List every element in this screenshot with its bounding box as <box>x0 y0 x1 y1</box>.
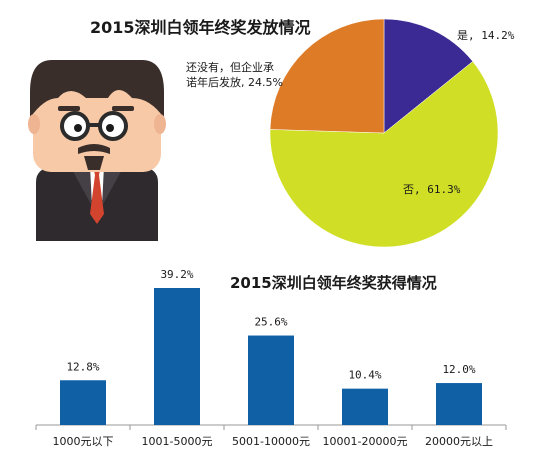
bar-3 <box>342 388 388 425</box>
pie-slice-1 <box>269 61 499 248</box>
pie-label-yes: 是, 14.2% <box>457 29 515 42</box>
pie-label-not-yet: 还没有，但企业承 诺年后发放, 24.5% <box>186 61 283 89</box>
x-tick-label-0: 1000元以下 <box>53 435 114 448</box>
x-tick-label-1: 1001-5000元 <box>142 435 213 448</box>
bar-4 <box>436 383 482 425</box>
bar-chart: 12.8% 1000元以下 39.2% 1001-5000元 25.6% 5001-100… <box>35 268 507 448</box>
bar-2 <box>248 335 294 425</box>
pie-slice-0 <box>383 18 474 134</box>
bar-1 <box>154 288 200 425</box>
pie-slice-2 <box>269 18 385 134</box>
bar-value-label-0: 12.8% <box>66 360 99 373</box>
bar-0 <box>60 380 106 425</box>
bar-value-label-1: 39.2% <box>160 268 193 281</box>
pie-chart-title: 2015深圳白领年终奖发放情况 <box>90 18 311 37</box>
x-tick-label-3: 10001-20000元 <box>323 435 408 448</box>
bar-chart-title: 2015深圳白领年终奖获得情况 <box>230 274 437 292</box>
bar-value-label-2: 25.6% <box>254 316 287 329</box>
x-tick-label-2: 5001-10000元 <box>232 435 310 448</box>
businessman-with-glasses-icon <box>28 60 166 241</box>
x-tick-label-4: 20000元以上 <box>425 435 493 448</box>
pie-label-no: 否, 61.3% <box>403 183 461 196</box>
bar-value-label-3: 10.4% <box>348 369 381 382</box>
pie-chart <box>269 18 499 248</box>
bar-value-label-4: 12.0% <box>442 363 475 376</box>
